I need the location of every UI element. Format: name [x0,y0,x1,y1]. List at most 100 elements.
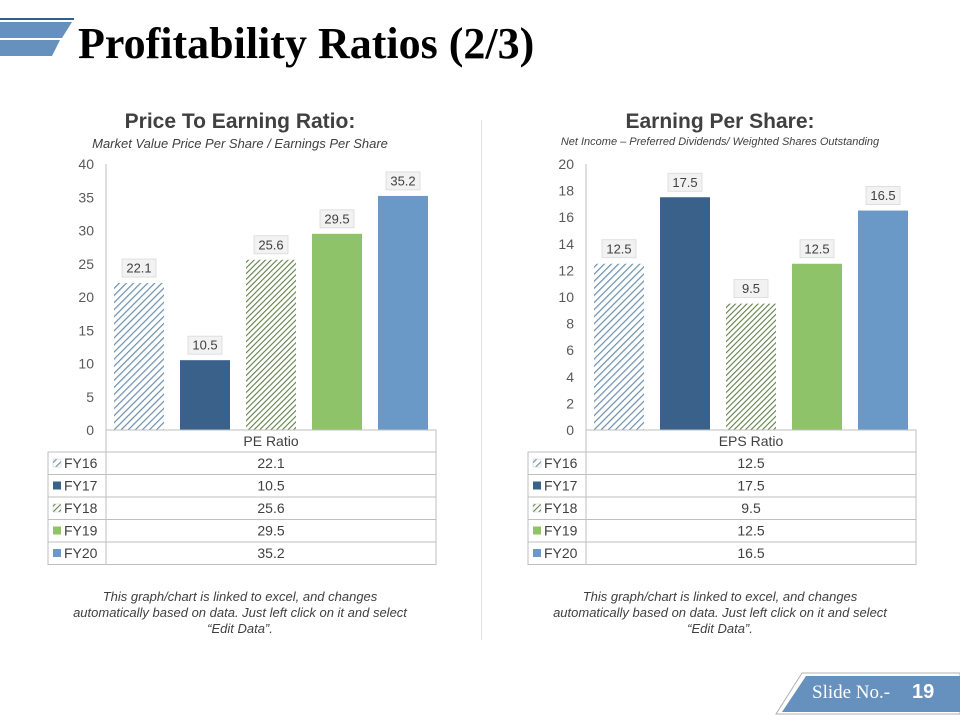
data-label-box [319,209,355,229]
title-accent-shape-blue [0,22,72,38]
navy-square-icon [53,481,61,490]
bar-fy20[interactable] [378,195,428,430]
data-label: 9.5 [742,281,760,296]
y-tick-label: 5 [86,389,94,405]
y-tick-label: 15 [78,322,94,338]
y-tick-label: 40 [78,156,94,172]
legend-label: FY19 [64,523,98,539]
data-label: 29.5 [324,211,349,226]
hatch-green-icon [52,503,62,513]
table-value: 12.5 [737,455,764,471]
y-tick-label: 20 [558,156,574,172]
legend-label: FY16 [544,455,578,471]
y-tick-label: 8 [566,316,574,332]
data-label-box [187,335,223,355]
data-label-box [253,235,289,255]
data-label: 35.2 [390,173,415,188]
data-label: 16.5 [870,188,895,203]
y-tick-label: 12 [558,262,574,278]
footnote-line: “Edit Data”. [207,621,273,636]
table-value: 10.5 [257,478,284,494]
legend-label: FY19 [544,523,578,539]
footnote-line: This graph/chart is linked to excel, and… [103,589,378,604]
bar-fy19[interactable] [792,263,842,430]
hatch-blue-icon [52,458,62,468]
data-label: 25.6 [258,237,283,252]
chart-subtitle: Net Income – Preferred Dividends/ Weight… [561,136,880,148]
data-label: 12.5 [804,241,829,256]
table-value: 17.5 [737,478,764,494]
data-label-box [601,239,637,259]
chart-footnote: This graph/chart is linked to excel, and… [73,589,408,636]
table-value: 25.6 [257,500,284,516]
chart-footnote: This graph/chart is linked to excel, and… [553,589,888,636]
table-value: 35.2 [257,545,284,561]
data-label-box [733,279,769,299]
bar-fy17[interactable] [660,197,710,430]
table-row: FY20 16.5 [527,541,917,565]
table-row: FY19 12.5 [527,519,917,543]
hatch-blue-icon [532,458,542,468]
data-label: 22.1 [126,261,151,276]
table-row: FY20 35.2 [47,541,437,565]
table-value: 12.5 [737,523,764,539]
legend-label: FY17 [64,478,98,494]
chart-subtitle: Market Value Price Per Share / Earnings … [92,136,388,151]
chart-title: Earning Per Share: [625,110,814,133]
y-tick-label: 6 [566,342,574,358]
table-value-cell [585,541,917,565]
legend-label: FY20 [544,545,578,561]
slide-number-label: Slide No.- [812,682,891,703]
y-tick-label: 4 [566,369,574,385]
y-tick-label: 16 [558,209,574,225]
table-row: FY16 22.1 [47,451,437,475]
bar-fy17[interactable] [180,360,230,430]
data-label: 17.5 [672,175,697,190]
table-value-cell [105,541,437,565]
bar-fy16[interactable] [114,283,164,430]
table-value: 22.1 [257,455,284,471]
bar-fy20[interactable] [858,210,908,430]
footnote-line: This graph/chart is linked to excel, and… [583,589,858,604]
blue-square-icon [533,549,541,557]
eps-ratio-chart[interactable]: Earning Per Share: Net Income – Preferred… [520,100,940,660]
y-tick-label: 35 [78,189,94,205]
navy-square-icon [533,481,541,490]
bar-fy18[interactable] [246,259,296,430]
y-tick-label: 10 [78,356,94,372]
legend-label: FY17 [544,478,578,494]
green-square-icon [533,526,541,535]
table-row: FY19 29.5 [47,519,437,543]
legend-label: FY18 [544,500,578,516]
table-category-label: EPS Ratio [719,433,784,449]
chart-divider [481,120,482,640]
data-label: 12.5 [606,241,631,256]
legend-label: FY20 [64,545,98,561]
data-label-box [799,239,835,259]
slide-number-value: 19 [912,681,935,703]
y-tick-label: 20 [78,289,94,305]
y-tick-label: 0 [566,422,574,438]
y-tick-label: 18 [558,183,574,199]
pe-ratio-chart[interactable]: Price To Earning Ratio: Market Value Pric… [40,100,460,660]
table-category-label: PE Ratio [243,433,298,449]
bar-fy16[interactable] [594,263,644,430]
footnote-line: automatically based on data. Just left c… [73,605,408,620]
y-tick-label: 25 [78,256,94,272]
blue-square-icon [53,549,61,557]
y-tick-label: 30 [78,223,94,239]
table-value: 16.5 [737,545,764,561]
table-row: FY16 12.5 [527,451,917,475]
legend-label: FY16 [64,455,98,471]
footnote-line: automatically based on data. Just left c… [553,605,888,620]
chart-title: Price To Earning Ratio: [125,110,356,133]
y-tick-label: 14 [558,236,574,252]
data-label-box [865,186,901,205]
title-accent-shape-blue-lower [0,40,60,56]
y-tick-label: 0 [86,422,94,438]
bar-fy18[interactable] [726,303,776,430]
bar-fy19[interactable] [312,233,362,430]
data-label-box [667,172,703,192]
title-accent-shape [0,18,74,56]
data-label-box [121,258,157,278]
